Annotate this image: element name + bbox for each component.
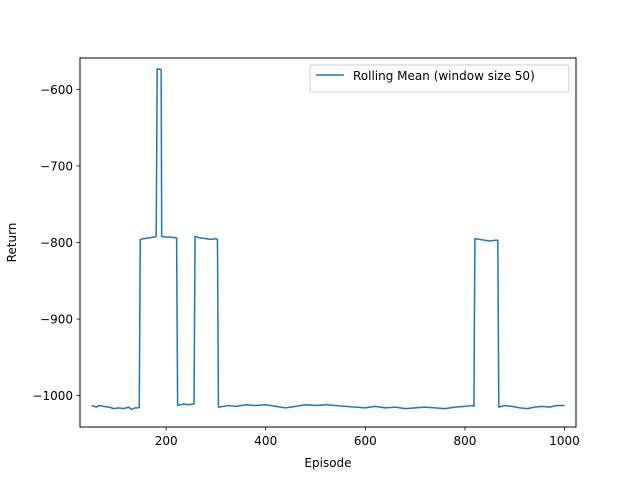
plot-area	[91, 67, 565, 411]
y-tick-label: −700	[40, 159, 73, 173]
x-tick-label: 400	[254, 434, 277, 448]
x-tick-label: 1000	[549, 434, 580, 448]
legend-label: Rolling Mean (window size 50)	[353, 69, 535, 83]
legend: Rolling Mean (window size 50)	[309, 64, 570, 93]
y-tick-label: −800	[40, 236, 73, 250]
x-tick-label: 200	[155, 434, 178, 448]
y-tick-label: −1000	[32, 389, 73, 403]
x-axis-label: Episode	[304, 456, 351, 470]
series-line-0	[91, 67, 565, 411]
axes-frame	[79, 57, 577, 428]
x-tick-label: 800	[453, 434, 476, 448]
y-axis-label: Return	[5, 223, 19, 263]
y-tick-label: −900	[40, 313, 73, 327]
legend-box	[309, 64, 570, 93]
y-tick-label: −600	[40, 83, 73, 97]
x-tick-label: 600	[354, 434, 377, 448]
